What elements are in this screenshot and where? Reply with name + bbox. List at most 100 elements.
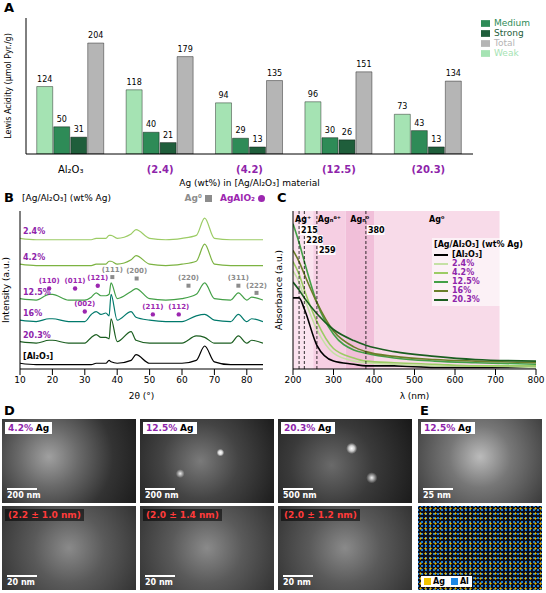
svg-text:40: 40 — [146, 120, 156, 129]
svg-text:80: 80 — [241, 375, 253, 385]
svg-text:Ag⁰: Ag⁰ — [429, 215, 445, 224]
svg-text:Ag (wt%) in [Ag/Al₂O₃] materia: Ag (wt%) in [Ag/Al₂O₃] material — [179, 178, 319, 188]
svg-text:4.2%: 4.2% — [23, 253, 45, 262]
svg-text:Agₙᵟ⁺: Agₙᵟ⁺ — [318, 215, 341, 224]
svg-text:Intensity (a.u.): Intensity (a.u.) — [1, 257, 11, 323]
svg-text:(011): (011) — [65, 277, 86, 285]
html-text:4.2%: 4.2% — [452, 268, 475, 277]
html-text:[Ag/Al₂O₃] (wt% Ag): [Ag/Al₂O₃] (wt% Ag) — [22, 193, 111, 203]
html-text:16%: 16% — [452, 286, 472, 295]
html-text:[Al₂O₃]: [Al₂O₃] — [452, 250, 483, 259]
svg-text:500: 500 — [406, 375, 423, 385]
svg-text:134: 134 — [446, 69, 461, 78]
svg-text:Lewis Acidity (μmol Pyr./g): Lewis Acidity (μmol Pyr./g) — [4, 33, 13, 139]
svg-text:204: 204 — [88, 31, 103, 40]
svg-text:300: 300 — [325, 375, 342, 385]
html-text:Medium: Medium — [494, 18, 530, 28]
svg-text:(12.5): (12.5) — [322, 164, 356, 175]
html-text:Total: Total — [494, 38, 515, 48]
html-text:12.5% Ag: 12.5% Ag — [146, 423, 194, 433]
svg-text:50: 50 — [144, 375, 156, 385]
svg-text:[Al₂O₃]: [Al₂O₃] — [23, 352, 53, 361]
html-text:4.2% Ag: 4.2% Ag — [8, 423, 50, 433]
html-text:Weak: Weak — [494, 48, 519, 58]
svg-text:43: 43 — [414, 119, 424, 128]
svg-text:12.5%: 12.5% — [23, 288, 51, 297]
svg-text:16%: 16% — [23, 309, 42, 318]
svg-text:228: 228 — [306, 236, 323, 245]
svg-text:215: 215 — [301, 226, 318, 235]
svg-text:(110): (110) — [39, 277, 60, 285]
svg-text:400: 400 — [365, 375, 382, 385]
svg-text:26: 26 — [342, 128, 352, 137]
svg-text:70: 70 — [209, 375, 221, 385]
html-text:12.5%: 12.5% — [452, 277, 480, 286]
html-text:200 nm: 200 nm — [145, 491, 179, 500]
svg-text:20.3%: 20.3% — [23, 331, 51, 340]
html-text:20 nm: 20 nm — [145, 578, 173, 587]
svg-text:(211): (211) — [142, 303, 163, 311]
svg-text:94: 94 — [218, 91, 228, 100]
svg-text:179: 179 — [177, 45, 192, 54]
svg-text:700: 700 — [487, 375, 504, 385]
svg-text:(111): (111) — [102, 266, 123, 274]
svg-text:(2.4): (2.4) — [147, 164, 174, 175]
html-text:Strong: Strong — [494, 28, 524, 38]
html-text:Ag⁰: Ag⁰ — [184, 193, 202, 203]
svg-text:13: 13 — [252, 135, 262, 144]
svg-text:600: 600 — [446, 375, 463, 385]
html-text:20 nm: 20 nm — [7, 578, 35, 587]
svg-text:Al₂O₃: Al₂O₃ — [58, 164, 84, 175]
svg-text:151: 151 — [356, 60, 371, 69]
html-text:AgAlO₂: AgAlO₂ — [219, 193, 255, 203]
svg-text:20: 20 — [47, 375, 59, 385]
html-text:12.5% Ag: 12.5% Ag — [424, 423, 472, 433]
svg-text:380: 380 — [368, 226, 385, 235]
svg-text:21: 21 — [163, 131, 173, 140]
svg-text:(220): (220) — [178, 274, 199, 282]
svg-text:13: 13 — [431, 135, 441, 144]
svg-text:259: 259 — [319, 246, 336, 255]
svg-text:50: 50 — [57, 115, 67, 124]
html-text:20.3% Ag: 20.3% Ag — [284, 423, 332, 433]
svg-text:73: 73 — [397, 102, 407, 111]
svg-text:λ (nm): λ (nm) — [400, 391, 430, 401]
svg-text:(002): (002) — [74, 300, 95, 308]
html-text:(2.2 ± 1.0 nm): (2.2 ± 1.0 nm) — [8, 510, 81, 520]
svg-text:Absorbance (a.u.): Absorbance (a.u.) — [274, 250, 284, 330]
svg-text:2.4%: 2.4% — [23, 227, 45, 236]
html-text:2.4%: 2.4% — [452, 259, 475, 268]
svg-text:(311): (311) — [227, 274, 249, 283]
svg-text:Ag⁺: Ag⁺ — [295, 215, 311, 224]
html-text:(2.0 ± 1.4 nm): (2.0 ± 1.4 nm) — [146, 510, 219, 520]
svg-text:800: 800 — [527, 375, 544, 385]
html-text:B: B — [4, 190, 14, 205]
svg-text:(121): (121) — [87, 274, 108, 282]
html-text:D: D — [4, 403, 15, 418]
svg-text:30: 30 — [325, 126, 335, 135]
svg-text:Agₙ⁰: Agₙ⁰ — [350, 215, 370, 224]
svg-text:30: 30 — [79, 375, 91, 385]
svg-text:96: 96 — [308, 90, 318, 99]
svg-text:200: 200 — [284, 375, 301, 385]
html-text:(2.0 ± 1.2 nm): (2.0 ± 1.2 nm) — [284, 510, 357, 520]
html-text:200 nm: 200 nm — [7, 491, 41, 500]
html-text:20.3%: 20.3% — [452, 295, 480, 304]
svg-text:(112): (112) — [168, 303, 189, 311]
svg-text:(200): (200) — [126, 267, 147, 275]
html-text:C: C — [277, 190, 287, 205]
svg-text:29: 29 — [235, 126, 245, 135]
svg-text:10: 10 — [14, 375, 26, 385]
svg-text:(222): (222) — [246, 282, 267, 290]
svg-text:135: 135 — [267, 69, 282, 78]
svg-text:31: 31 — [74, 125, 84, 134]
svg-text:124: 124 — [37, 75, 52, 84]
svg-text:60: 60 — [176, 375, 188, 385]
html-text:[Ag/Al₂O₃] (wt% Ag): [Ag/Al₂O₃] (wt% Ag) — [434, 240, 523, 249]
svg-text:(20.3): (20.3) — [411, 164, 445, 175]
svg-text:(4.2): (4.2) — [236, 164, 263, 175]
html-text:A: A — [4, 0, 15, 15]
svg-text:40: 40 — [111, 375, 123, 385]
svg-text:2θ (°): 2θ (°) — [129, 391, 155, 401]
svg-text:118: 118 — [126, 78, 141, 87]
